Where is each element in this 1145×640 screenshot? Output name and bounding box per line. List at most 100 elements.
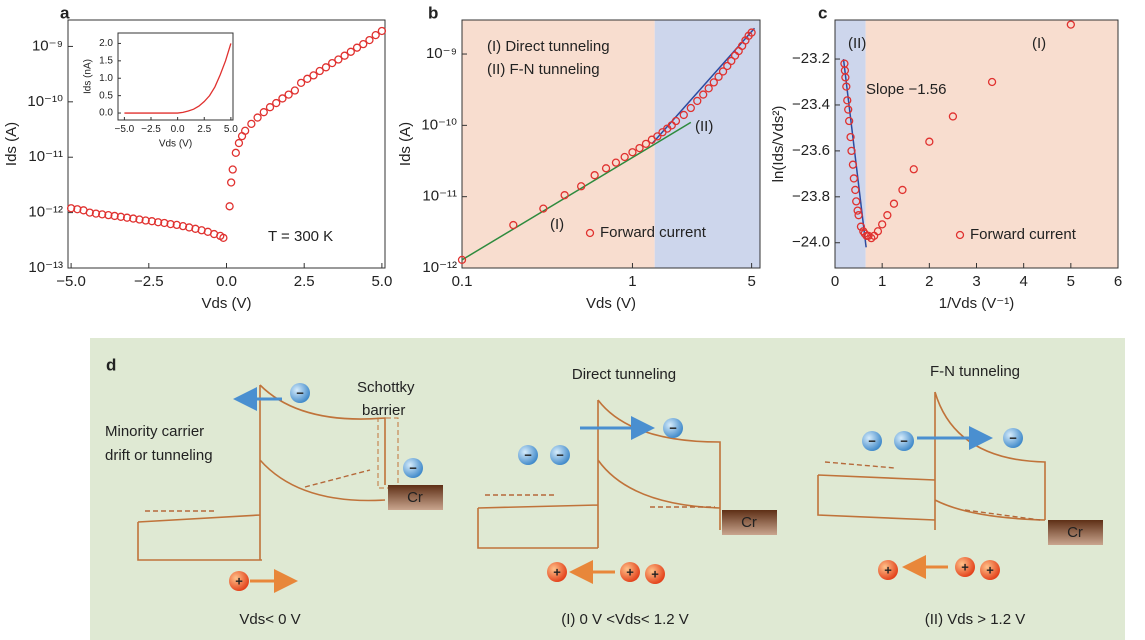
annotation: (I) <box>550 216 564 233</box>
y-tick-label: 10⁻¹⁰ <box>421 116 457 133</box>
band-diagrams: d Minority carrier drift or tunneling Sc… <box>90 338 1125 640</box>
label: Schottky <box>357 379 415 396</box>
y-tick-label: 0.0 <box>99 108 113 119</box>
y-tick-label: 10⁻⁹ <box>426 45 457 62</box>
y-tick-label: −23.6 <box>792 142 830 159</box>
panel-label: b <box>428 3 438 22</box>
data-point <box>229 166 236 173</box>
electron-sign: − <box>900 433 908 448</box>
data-point <box>366 37 373 44</box>
annotation: (II) F-N tunneling <box>487 61 600 78</box>
hole-sign: + <box>651 566 659 581</box>
data-point <box>322 64 329 71</box>
y-tick-label: 10⁻¹² <box>28 204 63 221</box>
x-tick-label: 5.0 <box>224 124 238 135</box>
data-point <box>254 114 261 121</box>
y-axis-label: ln(Ids/Vds²) <box>770 106 787 183</box>
x-tick-label: 0.0 <box>216 273 237 290</box>
y-tick-label: 10⁻¹³ <box>28 259 63 276</box>
y-tick-label: 10⁻⁹ <box>32 37 63 54</box>
x-axis-label: Vds (V) <box>159 139 192 150</box>
annotation: (II) <box>848 35 866 52</box>
data-point <box>310 72 317 79</box>
x-tick-label: 2.5 <box>294 273 315 290</box>
hole-sign: + <box>235 573 243 588</box>
charts: −5.0 −2.5 0.0 2.5 5.0 10⁻¹³ 10⁻¹² 10⁻¹¹ 10⁻¹⁰ 10⁻… <box>3 3 1122 311</box>
y-tick-label: 10⁻¹² <box>422 259 457 276</box>
x-tick-label: 6 <box>1114 273 1122 290</box>
x-axis-label: Vds (V) <box>586 295 636 312</box>
x-axis-label: Vds (V) <box>201 295 251 312</box>
panel-label: d <box>106 355 116 374</box>
legend-label: Forward current <box>600 224 707 241</box>
x-tick-label: 5 <box>1067 273 1075 290</box>
hole-sign: + <box>986 562 994 577</box>
data-point <box>291 87 298 94</box>
diagram-background <box>90 338 1125 640</box>
label: F-N tunneling <box>930 363 1020 380</box>
x-tick-label: 4 <box>1019 273 1027 290</box>
electron-sign: − <box>669 420 677 435</box>
annotation: (I) Direct tunneling <box>487 38 610 55</box>
data-point <box>248 120 255 127</box>
x-tick-label: 1 <box>878 273 886 290</box>
annotation: (I) <box>1032 35 1046 52</box>
hole-sign: + <box>884 562 892 577</box>
y-tick-label: 10⁻¹¹ <box>422 188 457 205</box>
data-point <box>273 100 280 107</box>
y-tick-label: 0.5 <box>99 90 113 101</box>
electron-sign: − <box>868 433 876 448</box>
y-tick-label: −23.4 <box>792 96 830 113</box>
electron-sign: − <box>1009 430 1017 445</box>
electron-sign: − <box>409 460 417 475</box>
data-point <box>235 140 242 147</box>
y-tick-label: −23.2 <box>792 50 830 67</box>
x-tick-label: 3 <box>972 273 980 290</box>
y-axis-label: Ids (A) <box>397 122 414 166</box>
x-tick-label: 5.0 <box>371 273 392 290</box>
x-tick-label: −5.0 <box>115 124 135 135</box>
electron-sign: − <box>524 447 532 462</box>
y-axis-label: Ids (nA) <box>83 59 94 94</box>
x-tick-label: −2.5 <box>141 124 161 135</box>
caption: (II) Vds > 1.2 V <box>925 611 1025 628</box>
y-tick-label: 2.0 <box>99 38 113 49</box>
data-point <box>232 149 239 156</box>
annotation: T = 300 K <box>268 228 333 245</box>
electron-sign: − <box>556 447 564 462</box>
label: Minority carrier <box>105 423 204 440</box>
label: Direct tunneling <box>572 366 676 383</box>
data-point <box>378 27 385 34</box>
figure: −5.0−2.50.02.55.010⁻¹³10⁻¹²10⁻¹¹10⁻¹⁰10⁻… <box>0 0 1145 640</box>
y-tick-label: 10⁻¹⁰ <box>27 93 63 110</box>
legend-label: Forward current <box>970 226 1077 243</box>
x-tick-label: 2.5 <box>197 124 211 135</box>
panel-label: a <box>60 3 70 22</box>
x-tick-label: 1 <box>628 273 636 290</box>
caption: (I) 0 V <Vds< 1.2 V <box>561 611 689 628</box>
y-axis-label: Ids (A) <box>3 122 20 166</box>
hole-sign: + <box>961 559 969 574</box>
annotation: Slope −1.56 <box>866 81 947 98</box>
x-tick-label: 0.0 <box>171 124 185 135</box>
data-point <box>242 127 249 134</box>
metal-label: Cr <box>741 514 757 531</box>
annotation: (II) <box>695 118 713 135</box>
hole-sign: + <box>553 564 561 579</box>
electron-sign: − <box>296 385 304 400</box>
metal-label: Cr <box>1067 524 1083 541</box>
y-tick-label: 1.0 <box>99 73 113 84</box>
inset-background <box>118 33 233 120</box>
y-tick-label: −24.0 <box>792 234 830 251</box>
hole-sign: + <box>626 564 634 579</box>
x-axis-label: 1/Vds (V⁻¹) <box>939 295 1014 312</box>
metal-label: Cr <box>407 489 423 506</box>
data-point <box>226 203 233 210</box>
data-point <box>228 179 235 186</box>
y-tick-label: −23.8 <box>792 188 830 205</box>
label: drift or tunneling <box>105 447 213 464</box>
x-tick-label: 0 <box>831 273 839 290</box>
caption: Vds< 0 V <box>239 611 300 628</box>
y-tick-label: 1.5 <box>99 55 113 66</box>
label: barrier <box>362 402 405 419</box>
